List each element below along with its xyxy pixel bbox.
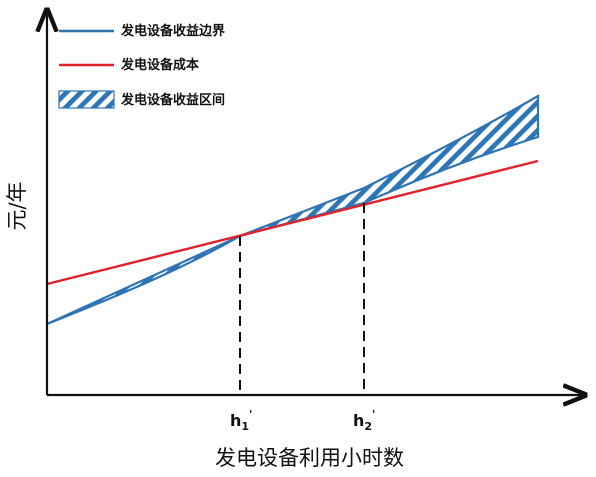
legend-range-label: 发电设备收益区间 bbox=[120, 92, 225, 108]
y-axis-title: 元/年 bbox=[5, 181, 29, 230]
legend-cost-label: 发电设备成本 bbox=[120, 57, 199, 73]
legend-range-hatch-icon bbox=[58, 90, 115, 109]
x-axis-title: 发电设备利用小时数 bbox=[215, 446, 404, 470]
legend-benefit-label: 发电设备收益边界 bbox=[120, 23, 225, 39]
legend: 发电设备收益边界 发电设备成本 发电设备收益区间 bbox=[58, 23, 225, 109]
cost-line bbox=[46, 159, 539, 286]
benefit-range-area bbox=[46, 94, 540, 326]
tick-h2: h2' bbox=[353, 408, 375, 433]
tick-h1: h1' bbox=[230, 408, 252, 433]
